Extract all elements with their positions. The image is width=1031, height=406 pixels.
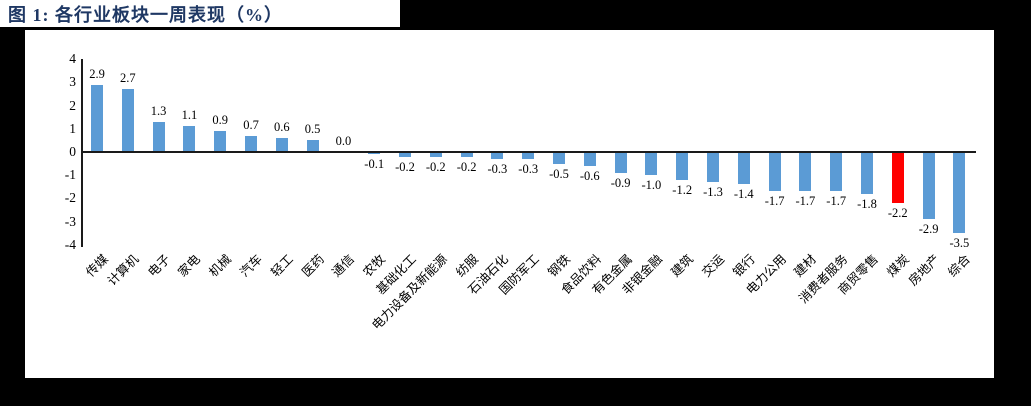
bar	[491, 152, 504, 159]
bar-value-label: -0.2	[456, 159, 477, 174]
bar	[614, 152, 627, 173]
bar	[306, 140, 319, 152]
bar	[799, 152, 812, 192]
bar-value-label: -0.3	[487, 161, 508, 176]
y-axis-tick-label: -2	[64, 190, 76, 206]
bar-value-label: -0.2	[425, 159, 446, 174]
bar-value-label: 2.9	[89, 66, 105, 81]
bar-value-label: -0.1	[364, 157, 385, 172]
bar	[399, 152, 411, 157]
bar-value-label: 0.6	[273, 120, 290, 135]
bar	[645, 152, 658, 176]
bar-value-label: -1.3	[703, 185, 723, 200]
bar-value-label: -0.3	[518, 161, 539, 176]
bar-value-label: -1.4	[733, 187, 754, 202]
y-axis-tick-label: -4	[64, 236, 76, 252]
y-axis-line	[81, 59, 83, 247]
y-axis-tick-label: 4	[69, 51, 76, 67]
y-axis-tick-label: -1	[64, 167, 76, 183]
bar-value-label: -1.0	[641, 178, 662, 193]
y-axis-tick-label: 1	[69, 120, 76, 136]
bar-value-label: 0.0	[335, 134, 352, 148]
bar-value-label: -3.5	[949, 236, 970, 251]
y-axis-tick-label: 3	[69, 74, 76, 90]
bar	[553, 152, 565, 164]
bar	[460, 152, 473, 157]
bar	[275, 138, 288, 152]
bar-value-label: -0.9	[610, 175, 631, 190]
bar-value-label: 2.7	[119, 71, 136, 86]
bar	[830, 152, 843, 192]
bar-value-label: -0.6	[579, 168, 600, 183]
bar-value-label: -1.8	[857, 196, 877, 211]
bar	[121, 89, 134, 152]
chart-panel	[25, 30, 994, 378]
bar	[214, 131, 227, 152]
bar-value-label: -1.2	[672, 182, 693, 197]
bar-value-label: 1.3	[150, 103, 167, 118]
figure-title-bar: 图 1: 各行业板块一周表现（%）	[0, 0, 400, 27]
y-axis-tick-label: 2	[69, 97, 76, 113]
bar-value-label: -1.7	[795, 194, 816, 209]
bar	[583, 152, 596, 166]
bar	[368, 152, 381, 155]
bar-value-label: -0.5	[549, 166, 569, 181]
figure-title: 图 1: 各行业板块一周表现（%）	[8, 4, 283, 25]
bar-value-label: -1.7	[764, 194, 785, 209]
bar	[522, 152, 535, 159]
bar-value-label: 1.1	[181, 108, 198, 123]
bar	[737, 152, 750, 185]
bar	[953, 152, 966, 234]
bar	[676, 152, 689, 180]
y-axis-tick-label: 0	[69, 144, 76, 159]
bar-value-label: -2.9	[918, 222, 939, 237]
bar	[768, 152, 781, 192]
bar-value-label: 0.5	[304, 122, 321, 137]
bar	[707, 152, 719, 183]
bar	[922, 152, 935, 220]
bar	[91, 84, 103, 152]
bar-value-label: -1.7	[826, 194, 847, 209]
bar-value-label: 0.7	[243, 117, 259, 132]
x-axis-zero-line	[81, 151, 976, 153]
bar-value-label: -2.2	[887, 206, 908, 221]
bar	[152, 121, 165, 152]
bar	[183, 126, 196, 152]
bar-value-label: -0.2	[395, 159, 415, 174]
bar	[891, 152, 904, 204]
bar-value-label: 0.9	[212, 113, 228, 128]
bar	[861, 152, 873, 194]
bar	[429, 152, 442, 157]
y-axis-tick-label: -3	[64, 213, 76, 229]
bar	[245, 135, 257, 152]
